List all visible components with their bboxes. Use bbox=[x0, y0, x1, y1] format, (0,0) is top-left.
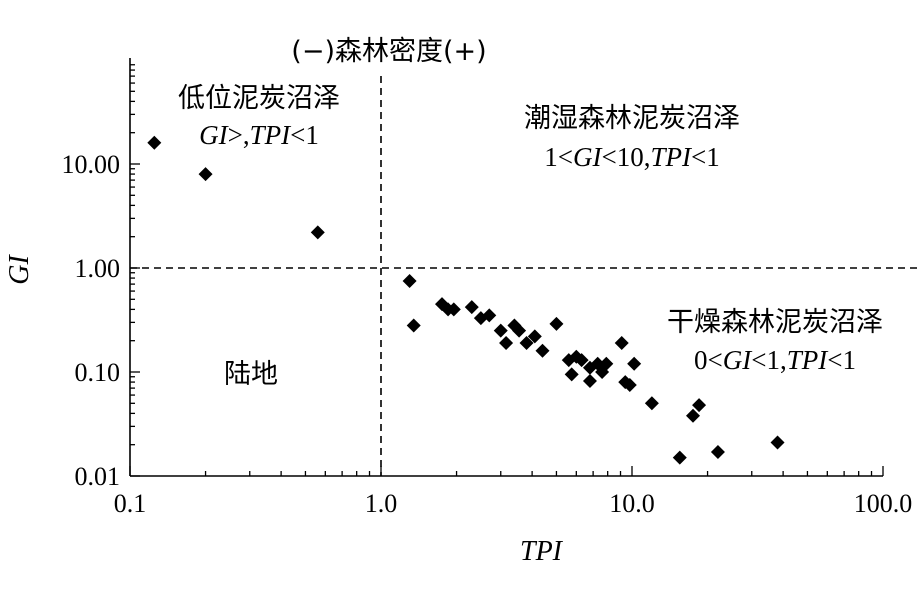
data-point-diamond bbox=[614, 336, 629, 351]
quadrant-wet-forest-peatland-name: 潮湿森林泥炭沼泽 bbox=[524, 103, 740, 134]
data-point-diamond bbox=[672, 450, 687, 465]
data-point-diamond bbox=[549, 316, 564, 331]
y-tick-label: 0.01 bbox=[75, 462, 121, 491]
data-point-diamond bbox=[770, 435, 785, 450]
axes bbox=[129, 58, 883, 477]
x-axis-title: TPI bbox=[520, 536, 564, 567]
data-point-diamond bbox=[493, 323, 508, 338]
quadrant-land-name: 陆地 bbox=[224, 359, 278, 390]
quadrant-low-peatland-name: 低位泥炭沼泽 bbox=[178, 83, 340, 114]
quadrant-low-peatland-condition: GI>,TPI<1 bbox=[199, 120, 319, 150]
x-tick-label: 10.0 bbox=[609, 489, 655, 518]
data-point-diamond bbox=[406, 318, 421, 333]
quadrant-dry-forest-peatland-condition: 0<GI<1,TPI<1 bbox=[694, 345, 856, 375]
data-point-diamond bbox=[535, 343, 550, 358]
reference-lines bbox=[130, 76, 918, 476]
data-point-diamond bbox=[527, 329, 542, 344]
x-tick-label: 1.0 bbox=[365, 489, 398, 518]
data-point-diamond bbox=[574, 353, 589, 368]
data-point-diamond bbox=[198, 167, 213, 182]
data-point-diamond bbox=[627, 356, 642, 371]
y-tick-label: 1.00 bbox=[75, 254, 121, 283]
x-tick-label: 100.0 bbox=[854, 489, 913, 518]
density-label: (−)森林密度(+) bbox=[291, 36, 486, 67]
data-point-diamond bbox=[310, 225, 325, 240]
y-tick-label: 0.10 bbox=[75, 358, 121, 387]
data-point-diamond bbox=[402, 273, 417, 288]
data-point-diamond bbox=[519, 336, 534, 351]
data-point-diamond bbox=[686, 408, 701, 423]
quadrant-wet-forest-peatland-condition: 1<GI<10,TPI<1 bbox=[544, 142, 719, 172]
ticks: 0.1 1.0 10.0 100.0 0.01 0.10 1.00 10.00 bbox=[62, 64, 913, 518]
data-point-diamond bbox=[464, 300, 479, 315]
data-point-diamond bbox=[499, 336, 514, 351]
data-point-diamond bbox=[482, 308, 497, 323]
data-point-diamond bbox=[644, 396, 659, 411]
data-point-diamond bbox=[147, 135, 162, 150]
y-axis-title: GI bbox=[4, 254, 35, 285]
y-tick-label: 10.00 bbox=[62, 150, 121, 179]
data-point-diamond bbox=[564, 367, 579, 382]
data-point-diamond bbox=[710, 445, 725, 460]
data-point-diamond bbox=[446, 302, 461, 317]
data-point-diamond bbox=[599, 356, 614, 371]
data-point-diamond bbox=[582, 373, 597, 388]
data-point-diamond bbox=[692, 398, 707, 413]
data-point-diamond bbox=[512, 323, 527, 338]
quadrant-dry-forest-peatland-name: 干燥森林泥炭沼泽 bbox=[667, 307, 883, 338]
data-points bbox=[147, 135, 785, 465]
data-point-diamond bbox=[622, 377, 637, 392]
x-tick-label: 0.1 bbox=[114, 489, 147, 518]
